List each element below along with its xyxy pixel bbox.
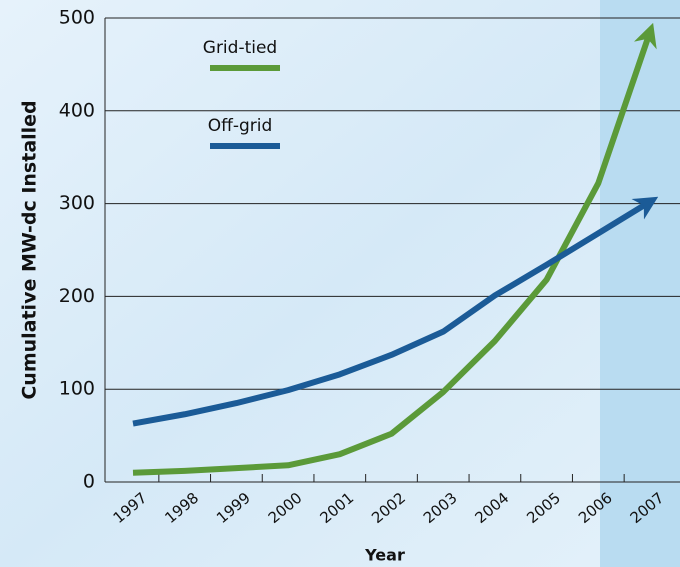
- x-axis-label: Year: [364, 546, 405, 565]
- y-tick-label: 0: [83, 471, 95, 493]
- y-tick-label: 500: [59, 7, 95, 29]
- y-tick-label: 400: [59, 99, 95, 121]
- y-axis-label: Cumulative MW-dc Installed: [19, 100, 41, 399]
- y-tick-label: 200: [59, 285, 95, 307]
- legend-label: Grid-tied: [203, 38, 277, 58]
- highlight-band: [600, 0, 680, 567]
- series-line: [132, 196, 659, 427]
- legend-label: Off-grid: [208, 116, 273, 136]
- y-tick-label: 100: [59, 378, 95, 400]
- series-line: [132, 22, 657, 476]
- y-tick-label: 300: [59, 192, 95, 214]
